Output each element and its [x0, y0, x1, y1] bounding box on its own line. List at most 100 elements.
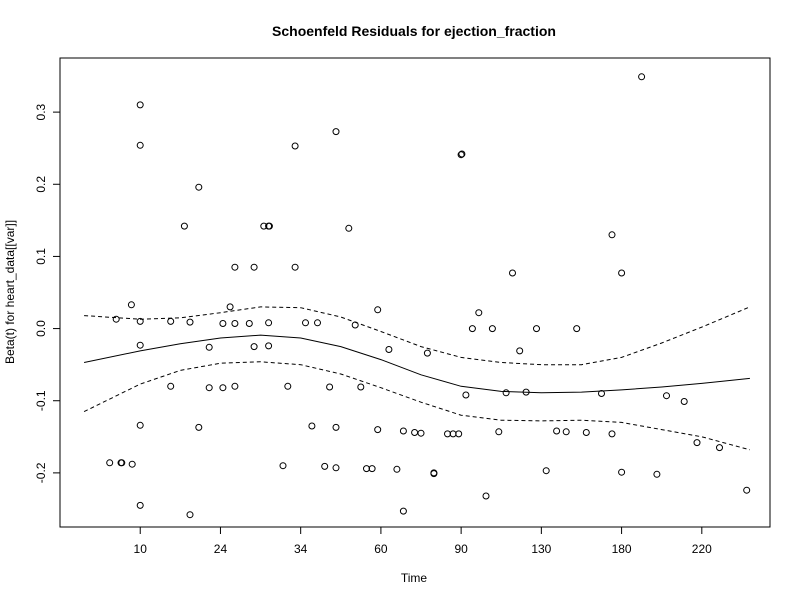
x-tick-label: 220	[692, 542, 712, 556]
data-point	[693, 439, 701, 447]
data-point	[332, 423, 340, 431]
data-point	[509, 269, 516, 277]
data-point	[385, 346, 393, 353]
data-point	[231, 382, 239, 390]
data-point	[186, 318, 194, 326]
data-point	[219, 384, 227, 392]
data-point	[231, 263, 239, 271]
data-point	[321, 462, 329, 470]
data-point	[374, 306, 382, 314]
data-point	[573, 325, 581, 333]
data-point	[279, 462, 287, 470]
data-point	[357, 383, 365, 391]
data-point	[468, 325, 476, 333]
data-point	[598, 390, 605, 397]
data-point	[195, 183, 203, 191]
data-point	[399, 507, 407, 515]
data-point	[351, 321, 359, 329]
data-point	[231, 320, 239, 327]
data-point	[430, 469, 438, 477]
confidence-bands	[83, 306, 751, 451]
data-point	[582, 429, 590, 436]
data-point	[488, 325, 496, 333]
data-point	[265, 222, 273, 230]
data-point	[302, 319, 309, 327]
lower-confidence-band	[83, 361, 751, 451]
data-point	[127, 301, 135, 309]
data-point	[326, 383, 334, 391]
x-tick-label: 60	[374, 542, 388, 556]
data-point	[106, 459, 114, 467]
data-point	[516, 347, 524, 355]
data-point	[716, 444, 723, 452]
data-point	[186, 511, 194, 519]
data-point	[250, 343, 258, 351]
data-point	[291, 142, 299, 150]
data-point	[553, 427, 561, 435]
data-point	[455, 430, 463, 438]
data-point	[250, 263, 258, 271]
y-axis-label: Beta(t) for heart_data[[var]]	[3, 220, 17, 364]
y-axis: -0.2 -0.1 0.0 0.1 0.2 0.3	[34, 103, 60, 483]
y-tick-label: -0.2	[34, 462, 48, 483]
x-axis-label: Time	[401, 571, 428, 585]
data-point	[393, 465, 401, 473]
data-point	[180, 222, 188, 230]
data-point	[205, 343, 213, 351]
data-point	[245, 320, 253, 327]
data-point	[136, 141, 144, 149]
data-point	[608, 430, 616, 438]
data-point	[411, 429, 419, 436]
data-point	[653, 470, 661, 478]
data-point	[743, 486, 751, 494]
data-point	[417, 429, 425, 437]
data-point	[308, 422, 316, 430]
x-tick-label: 90	[454, 542, 468, 556]
data-point	[219, 320, 227, 327]
data-point	[136, 421, 144, 429]
data-point	[332, 128, 340, 136]
data-point	[542, 467, 550, 475]
data-point	[136, 501, 144, 509]
data-point	[533, 325, 540, 333]
data-point	[374, 426, 382, 434]
data-point	[265, 342, 273, 350]
data-point	[167, 382, 175, 390]
data-point	[495, 428, 503, 436]
data-point	[368, 465, 376, 473]
data-point	[680, 398, 688, 405]
data-point	[423, 349, 431, 357]
y-tick-label: 0.2	[34, 176, 48, 193]
y-tick-label: 0.0	[34, 320, 48, 337]
data-point	[475, 309, 483, 317]
y-tick-label: 0.3	[34, 103, 48, 120]
data-point	[136, 317, 144, 325]
x-axis: 10 24 34 60 90 130 180 220	[134, 527, 712, 556]
data-point	[136, 341, 144, 349]
data-point	[462, 391, 470, 399]
fitted-line	[83, 334, 750, 394]
data-point	[608, 231, 616, 239]
data-point	[195, 423, 203, 431]
data-point	[167, 317, 175, 325]
data-point	[399, 427, 407, 435]
data-point	[618, 269, 626, 277]
data-point	[457, 151, 465, 159]
data-point	[458, 150, 466, 158]
upper-confidence-band	[84, 306, 751, 366]
plot-frame	[59, 57, 771, 528]
residual-points	[106, 73, 751, 519]
x-tick-label: 10	[134, 542, 148, 556]
x-tick-label: 34	[294, 542, 308, 556]
chart-title: Schoenfeld Residuals for ejection_fracti…	[272, 23, 556, 39]
fitted-line-group	[83, 334, 750, 394]
y-tick-label: 0.1	[34, 248, 48, 265]
data-point	[482, 492, 490, 500]
data-point	[265, 319, 273, 327]
data-point	[128, 460, 136, 468]
data-point	[522, 388, 530, 396]
data-point	[284, 382, 292, 390]
data-point	[332, 464, 340, 472]
data-point	[618, 468, 626, 476]
